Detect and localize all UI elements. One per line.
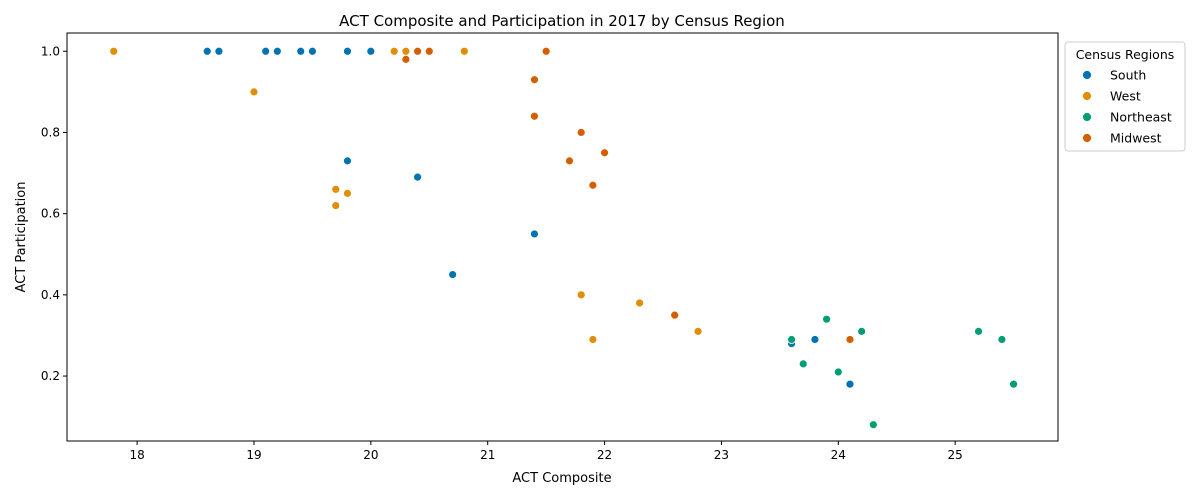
data-point [670,310,680,320]
data-point [530,229,539,239]
data-point [588,180,598,190]
x-tick-label: 19 [246,448,261,462]
data-point [974,326,983,336]
y-tick-label: 0.4 [41,288,60,302]
data-point [389,46,399,56]
data-point [845,379,855,389]
data-point [308,46,317,56]
data-point [576,290,586,300]
data-point [413,46,422,56]
data-point [530,111,539,121]
chart-title: ACT Composite and Participation in 2017 … [339,12,785,30]
y-axis-label: ACT Participation [14,182,29,293]
data-point [249,87,259,97]
data-point [1009,379,1018,389]
x-tick-label: 23 [714,448,729,462]
data-point [366,46,376,56]
data-point [331,184,341,194]
data-point [343,46,352,56]
data-point [600,148,609,158]
legend-label: Northeast [1110,110,1172,125]
points-layer [109,46,1018,430]
data-point [343,156,352,166]
data-point [868,420,878,430]
y-tick-label: 0.8 [41,125,60,139]
data-point [810,335,820,344]
data-point [459,46,469,56]
data-point [845,335,855,344]
x-tick-label: 24 [831,448,846,462]
plot-area-frame [66,32,1059,442]
data-point [635,298,645,308]
data-point [997,335,1007,344]
legend-label: South [1110,68,1146,83]
legend-label: West [1110,89,1141,104]
legend-marker [1082,133,1092,143]
legend: Census Regions South West Northeast Midwest [1064,41,1186,152]
legend-marker [1082,70,1092,80]
y-axis: 0.2 0.4 0.6 0.8 1.0 [41,44,67,383]
data-point [787,335,796,344]
data-point [530,75,539,85]
data-point [331,201,341,210]
data-point [857,326,867,336]
data-point [413,172,422,182]
data-point [424,46,434,56]
legend-marker [1082,91,1092,101]
legend-label: Midwest [1110,131,1162,146]
data-point [693,326,703,336]
data-point [343,188,352,198]
data-point [576,128,586,137]
y-tick-label: 0.2 [41,369,60,383]
data-point [214,46,224,56]
data-point [822,314,832,324]
x-tick-label: 18 [129,448,144,462]
x-tick-label: 25 [948,448,963,462]
data-point [261,46,271,56]
data-point [798,359,808,369]
legend-title: Census Regions [1076,47,1175,62]
series-midwest [401,46,855,344]
data-point [401,46,411,56]
data-point [565,156,574,166]
legend-marker [1082,112,1092,122]
data-point [401,54,411,64]
data-point [448,270,458,279]
y-tick-label: 0.6 [41,207,60,221]
data-point [296,46,306,56]
series-south [202,46,855,389]
series-northeast [787,314,1018,430]
data-point [833,367,843,377]
data-point [541,46,551,56]
x-tick-label: 20 [363,448,378,462]
y-tick-label: 1.0 [41,44,60,58]
x-tick-label: 21 [480,448,495,462]
data-point [272,46,282,56]
x-axis: 18 19 20 21 22 23 24 25 [129,441,963,462]
legend-box [1064,41,1186,152]
data-point [109,46,119,56]
data-point [588,335,598,344]
data-point [202,46,212,56]
x-axis-label: ACT Composite [512,471,611,486]
x-tick-label: 22 [597,448,612,462]
